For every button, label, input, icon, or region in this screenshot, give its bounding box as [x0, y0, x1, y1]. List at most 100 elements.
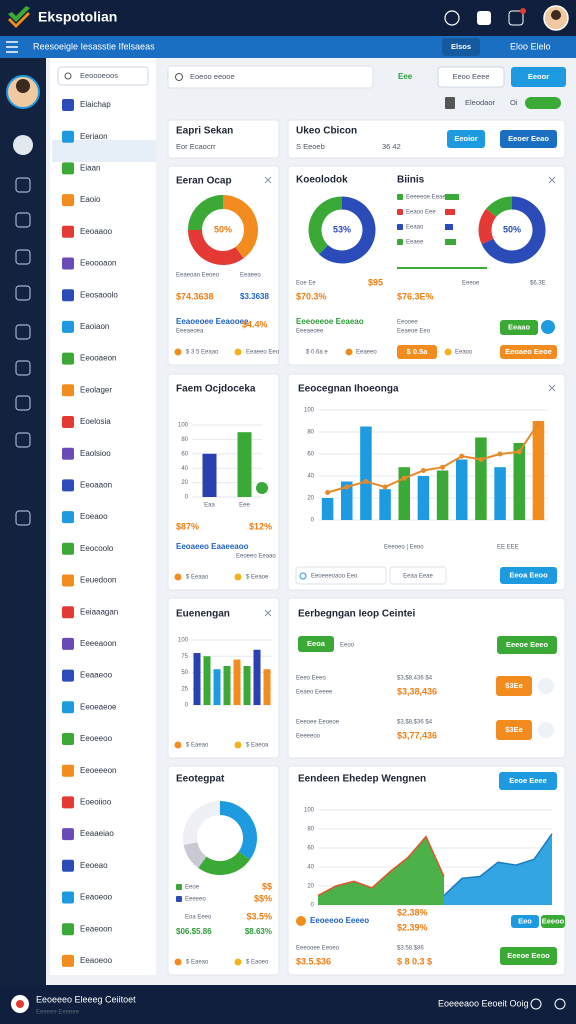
sidebar-items: Eaolsioo	[80, 449, 111, 458]
toggle[interactable]	[525, 97, 561, 109]
footer-icon	[530, 998, 542, 1010]
area-foot: $3.58.$86	[397, 946, 424, 952]
legend-label: Eeaee	[406, 240, 424, 246]
tab[interactable]	[442, 38, 480, 56]
toolbar-button: Eeoo Eeee	[452, 72, 489, 81]
button[interactable]	[437, 66, 505, 88]
icon	[296, 916, 306, 926]
rail-icon[interactable]	[15, 510, 31, 526]
footer-icon	[554, 998, 566, 1010]
sidebar-items: Eeosaoolo	[80, 290, 118, 299]
rail-icon[interactable]	[15, 249, 31, 265]
footer-title: Eeoeeeo Eleeeg Ceiitoet	[36, 994, 136, 1004]
line	[327, 422, 540, 494]
button[interactable]	[500, 320, 538, 335]
area-yticks: 100	[304, 808, 315, 814]
rail-icon[interactable]	[15, 324, 31, 340]
dot	[174, 573, 182, 581]
line-point	[382, 484, 388, 490]
bar	[233, 659, 241, 705]
rail-icon[interactable]	[15, 212, 31, 228]
sidebar-items: Eaoio	[80, 195, 101, 204]
list-chip-label: Eeoo	[340, 643, 355, 649]
donut-segment	[219, 801, 257, 860]
split-amounts: $74.3638	[176, 291, 214, 301]
donut-segment	[486, 196, 513, 218]
search-box[interactable]	[295, 566, 387, 585]
sidebar-items: Eeaaeoo	[80, 671, 113, 680]
combo-yticks: 80	[307, 430, 314, 436]
button[interactable]	[496, 720, 532, 740]
bar	[203, 656, 211, 705]
list-button: Eeeoe Eeeo	[506, 640, 549, 649]
button[interactable]	[511, 915, 539, 928]
icon-button[interactable]	[508, 10, 524, 26]
sidebar-items: Eiaan	[80, 164, 100, 173]
avatar-hair	[16, 79, 30, 93]
rows-badge: $3Ee	[505, 681, 523, 690]
legend-label: Eeeeeoe Eeaeoe	[406, 195, 453, 201]
button[interactable]	[511, 67, 566, 87]
rail-icon[interactable]	[15, 177, 31, 193]
item-icon	[62, 352, 74, 365]
split-labels: Eeaeeo	[240, 273, 261, 279]
line-point	[325, 490, 331, 495]
search-box[interactable]	[167, 65, 374, 89]
button[interactable]	[500, 345, 557, 359]
area-chip: Eeo	[518, 916, 532, 925]
bars2-yticks: 0	[185, 703, 189, 709]
icon-button	[538, 722, 554, 738]
pie-amounts: $$	[262, 881, 272, 891]
search-box[interactable]	[57, 66, 149, 86]
button[interactable]	[500, 567, 557, 584]
rows-date: $3,$8,$36 $4	[397, 720, 433, 726]
sidebar-items: Eeolager	[80, 385, 112, 394]
selected-row	[52, 140, 156, 162]
rail-icon[interactable]	[15, 395, 31, 411]
line-point	[535, 420, 541, 426]
sidebar-items: Eeoeaeoe	[80, 702, 117, 711]
rail-icon[interactable]	[15, 432, 31, 448]
pie-amounts: $3.5%	[246, 911, 272, 921]
button[interactable]	[541, 915, 565, 928]
rail-icon[interactable]	[15, 285, 31, 301]
trend-yticks: 40	[181, 466, 188, 472]
button[interactable]	[397, 345, 437, 359]
donut-segment	[188, 229, 244, 265]
icon-button[interactable]	[477, 11, 491, 25]
kpi-center: 53%	[333, 224, 351, 234]
button[interactable]	[499, 772, 557, 790]
sidebar-items: Eeocoolo	[80, 544, 114, 553]
button[interactable]	[447, 130, 485, 148]
sidebar-items: Eeiaaagan	[80, 607, 118, 616]
rail-icon[interactable]	[15, 360, 31, 376]
button[interactable]	[497, 636, 557, 654]
bars2-yticks: 25	[181, 686, 188, 692]
item-icon	[62, 669, 74, 682]
line-point	[459, 453, 465, 459]
bar	[321, 498, 334, 520]
bar	[341, 481, 353, 520]
line-point	[363, 479, 369, 484]
kpi-note-sub: Eeeaeoee	[296, 329, 324, 335]
item-icon	[62, 828, 74, 841]
area-foot: $ 8 0.3 $	[397, 956, 432, 966]
legend-swatch	[397, 209, 403, 215]
nav-title: Reesoeigle Iesasstie Ifelsaeas	[33, 41, 155, 51]
button[interactable]	[500, 947, 557, 965]
legend-swatch	[397, 239, 403, 245]
trend-foot: $ Eeaoe	[246, 575, 269, 581]
kpi-stats: $76.3E%	[397, 291, 434, 301]
toolbar-search: Eoeoo eeooe	[190, 72, 235, 81]
bar	[532, 421, 545, 520]
pie-legend: Eeoe	[185, 885, 200, 891]
button[interactable]	[500, 130, 557, 148]
button[interactable]	[298, 636, 334, 652]
chip[interactable]	[389, 566, 447, 585]
bars2-yticks: 50	[181, 670, 188, 676]
trend-amounts: $12%	[249, 521, 272, 531]
sidebar-items: Eeaaeiao	[80, 829, 114, 838]
button[interactable]	[496, 676, 532, 696]
split-note-value: $4.4%	[242, 319, 268, 329]
donut-segment	[188, 195, 224, 231]
